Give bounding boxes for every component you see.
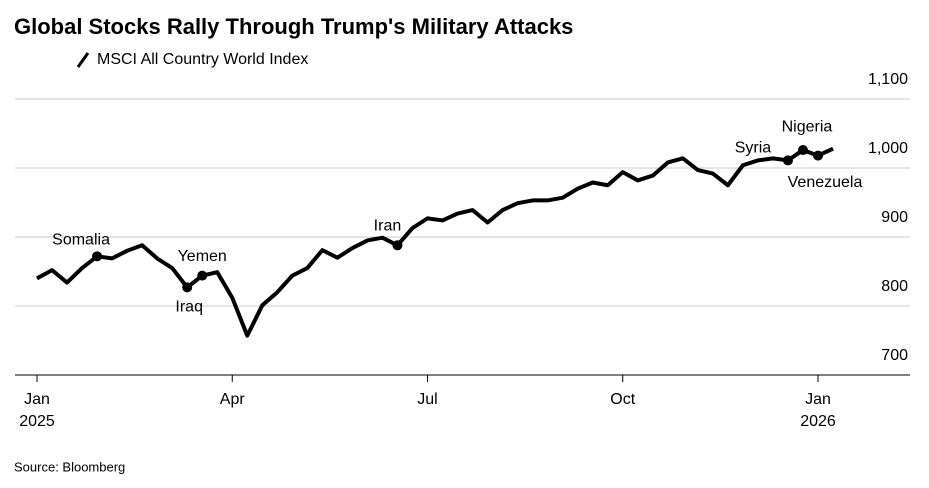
legend-swatch [76,52,90,68]
x-tick-label: Apr [220,391,246,408]
annotation: Yemen [178,248,227,265]
x-tick-label: Jan 2025 [19,391,55,430]
event-dot [797,145,808,156]
event-dot [92,251,103,262]
annotation: Iraq [175,299,203,316]
y-tick-label: 800 [881,278,908,295]
x-tick-label: Oct [610,391,635,408]
annotation: Nigeria [782,118,833,135]
event-dot [392,240,403,251]
y-tick-label: 1,100 [868,71,908,88]
annotation: Syria [735,140,772,157]
event-dot [813,150,823,161]
x-tick-label: Jan 2026 [800,391,836,430]
y-tick-label: 900 [881,209,908,226]
annotation: Venezuela [788,174,863,191]
line [36,146,834,338]
event-dot [182,282,193,293]
x-tick-label: Jul [417,391,437,408]
legend-label: MSCI All Country World Index [97,51,308,68]
chart-title: Global Stocks Rally Through Trump's Mili… [14,14,573,39]
annotation: Iran [374,217,402,234]
source: Source: Bloomberg [14,459,125,474]
event-dot [197,270,208,281]
event-dot [782,155,793,166]
annotation: Somalia [52,232,110,249]
y-tick-label: 700 [881,347,908,364]
y-tick-label: 1,000 [868,140,908,157]
